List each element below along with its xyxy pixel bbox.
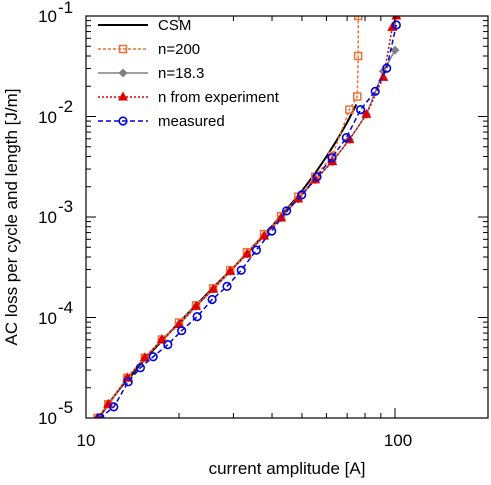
y-tick-label-1e-2: 10 — [38, 108, 57, 127]
data-point-measured — [327, 153, 337, 163]
series-n-200 — [93, 16, 363, 418]
series-line-measured — [99, 24, 398, 418]
y-tick-exp-1e-1: -1 — [58, 0, 73, 17]
y-tick-exp-1e-3: -3 — [58, 197, 73, 216]
legend-marker-n-200 — [118, 44, 128, 54]
data-point-measured — [123, 377, 133, 387]
legend-marker-n-from-experiment — [118, 91, 128, 101]
data-point-n-200 — [353, 51, 363, 61]
y-tick-label-1e-4: 10 — [38, 309, 57, 328]
data-point-measured — [148, 352, 158, 362]
legend-marker-measured — [118, 116, 128, 126]
data-point-measured — [382, 63, 392, 73]
plot-series-layer — [93, 16, 402, 418]
data-point-n-from-experiment — [361, 108, 372, 118]
data-point-measured — [163, 340, 173, 350]
data-point-measured — [356, 105, 366, 115]
series-n-from-experiment — [94, 16, 402, 418]
y-tick-label-1e-5: 10 — [38, 409, 57, 428]
legend-label-n18: n=18.3 — [158, 65, 204, 82]
y-tick-exp-1e-2: -2 — [58, 97, 73, 116]
data-point-n-from-experiment — [156, 334, 167, 344]
data-point-n-from-experiment — [276, 212, 287, 222]
y-axis-label: AC loss per cycle and length [J/m] — [2, 88, 21, 345]
data-point-n-from-experiment — [242, 248, 253, 258]
x-tick-label-10: 10 — [77, 431, 96, 450]
data-point-n-from-experiment — [174, 319, 185, 329]
ticks-layer — [85, 15, 489, 419]
data-point-measured — [312, 172, 322, 182]
data-point-n-from-experiment — [191, 300, 202, 310]
data-point-n-200 — [354, 16, 363, 21]
data-point-measured — [236, 265, 246, 275]
legend-label-n200: n=200 — [158, 41, 200, 58]
x-tick-label-100: 100 — [384, 431, 412, 450]
data-point-measured — [135, 363, 146, 373]
data-point-n-from-experiment — [208, 283, 219, 293]
series-line-csm — [97, 103, 358, 418]
legend-marker-n-18-3 — [118, 68, 128, 78]
series-line-n-from-experiment — [97, 16, 398, 418]
y-tick-label-1e-1: 10 — [38, 7, 57, 26]
data-point-n-from-experiment — [378, 71, 389, 81]
data-point-measured — [251, 245, 261, 255]
series-line-n-200 — [97, 16, 360, 418]
series-measured — [95, 20, 401, 418]
data-point-measured — [282, 206, 292, 216]
data-point-measured — [207, 294, 217, 305]
legend-label-nexp: n from experiment — [158, 89, 280, 106]
data-point-measured — [177, 325, 187, 336]
x-axis-label: current amplitude [A] — [209, 459, 366, 478]
data-point-measured — [192, 312, 202, 322]
y-tick-exp-1e-5: -5 — [58, 398, 73, 417]
data-point-measured — [370, 86, 380, 96]
data-point-n-200 — [353, 92, 362, 101]
data-point-measured — [391, 20, 401, 30]
data-point-measured — [109, 402, 119, 412]
data-point-n-from-experiment — [225, 265, 236, 275]
legend-label-csm: CSM — [158, 17, 191, 34]
data-point-n-from-experiment — [139, 352, 150, 362]
data-point-n-18-3 — [390, 45, 400, 55]
legend: CSM n=200 n=18.3 n from experiment measu… — [98, 17, 280, 130]
data-point-n-from-experiment — [259, 230, 270, 240]
y-tick-exp-1e-4: -4 — [58, 298, 73, 317]
data-point-n-200 — [345, 105, 354, 114]
y-tick-label-1e-3: 10 — [38, 208, 57, 227]
data-point-measured — [222, 281, 232, 291]
series-csm — [97, 103, 358, 418]
data-point-measured — [297, 190, 307, 200]
legend-label-measured: measured — [158, 113, 225, 130]
data-point-measured — [267, 226, 277, 236]
data-point-n-from-experiment — [391, 16, 402, 20]
data-point-measured — [95, 413, 105, 418]
data-point-measured — [341, 132, 351, 143]
